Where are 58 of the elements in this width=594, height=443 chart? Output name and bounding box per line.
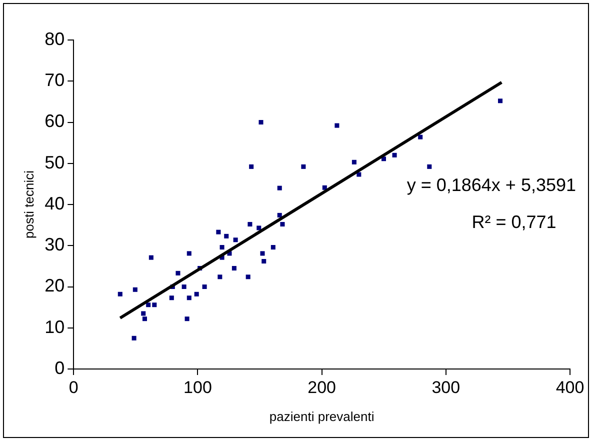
point — [194, 292, 199, 296]
point — [258, 120, 264, 125]
annotation: R² = 0,771 — [472, 212, 556, 232]
point — [176, 270, 180, 276]
point — [232, 266, 236, 271]
point — [142, 316, 147, 322]
point — [301, 164, 306, 169]
point — [224, 234, 229, 238]
y-tick-label: 60 — [44, 111, 65, 132]
point — [220, 245, 224, 250]
y-axis-title: posti tecnici — [21, 170, 36, 238]
point — [169, 296, 174, 300]
x-tick-label: 200 — [308, 378, 336, 397]
x-tick-label: 100 — [184, 378, 212, 397]
point — [216, 230, 221, 234]
point — [233, 238, 238, 242]
x-tick-label: 400 — [556, 378, 584, 397]
point — [132, 336, 136, 340]
point — [418, 134, 423, 140]
point — [249, 164, 254, 169]
point — [280, 222, 285, 227]
y-tick-label: 20 — [44, 276, 65, 296]
point — [118, 292, 122, 296]
x-tick-label: 0 — [68, 378, 78, 397]
point — [498, 98, 503, 104]
y-tick-label: 50 — [44, 152, 65, 172]
point — [152, 302, 157, 308]
point — [260, 251, 265, 256]
point — [270, 245, 276, 250]
y-tick-label: 40 — [44, 193, 65, 214]
point — [184, 316, 190, 322]
point — [202, 284, 207, 290]
point — [146, 302, 151, 308]
point — [262, 258, 266, 264]
point — [256, 226, 262, 230]
point — [141, 311, 146, 316]
point — [277, 186, 282, 190]
x-axis-title: pazienti prevalenti — [269, 408, 374, 424]
y-tick-label: 10 — [44, 316, 65, 337]
point — [427, 164, 432, 169]
y-tick-label: 30 — [44, 234, 65, 255]
point — [352, 160, 356, 164]
point — [132, 287, 138, 292]
point — [248, 222, 252, 227]
point — [277, 212, 282, 218]
point — [218, 274, 222, 280]
y-tick-label: 70 — [44, 70, 65, 90]
point — [334, 123, 340, 128]
point — [186, 251, 192, 256]
y-tick-label: 80 — [44, 28, 65, 49]
point — [148, 255, 154, 260]
x-tick-label: 300 — [432, 378, 460, 397]
point — [186, 296, 192, 300]
point — [246, 274, 250, 280]
point — [392, 152, 397, 158]
point — [182, 284, 186, 290]
annotation: y = 0,1864x + 5,3591 — [406, 174, 576, 195]
y-tick-label: 0 — [54, 358, 65, 378]
